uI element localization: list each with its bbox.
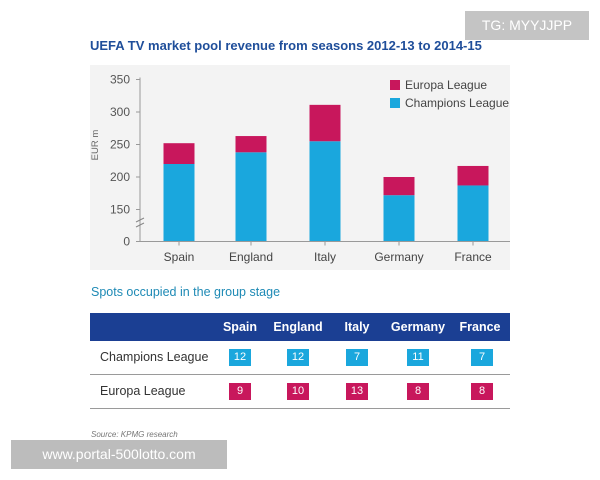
row-label: Europa League — [100, 384, 186, 398]
bar-europa-league — [235, 136, 267, 153]
x-tick-label: France — [454, 250, 492, 264]
spots-table-title: Spots occupied in the group stage — [91, 285, 281, 299]
chart-panel: 0 150 200 250 300 350 EUR m Spain England Italy Ge… — [90, 65, 510, 270]
spots-badge: 9 — [229, 383, 251, 400]
spots-badge: 7 — [471, 349, 493, 366]
spots-badge: 13 — [346, 383, 368, 400]
y-tick-label: 200 — [110, 170, 130, 184]
spots-badge: 11 — [407, 349, 429, 366]
spots-badge: 7 — [346, 349, 368, 366]
spots-badge: 12 — [287, 349, 309, 366]
spots-badge: 8 — [407, 383, 429, 400]
source-note: Source: KPMG research — [91, 430, 178, 439]
bar-champions-league — [235, 152, 267, 242]
bar-champions-league — [383, 195, 415, 242]
legend-swatch — [390, 80, 400, 90]
y-tick-label: 350 — [110, 73, 130, 87]
y-tick-label: 250 — [110, 138, 130, 152]
y-tick-label: 150 — [110, 203, 130, 217]
axis-break-mark — [135, 217, 145, 228]
legend-label: Champions League — [405, 96, 509, 110]
spots-table-header: Spain England Italy Germany France — [90, 313, 510, 341]
bar-europa-league — [383, 177, 415, 196]
legend-swatch — [390, 98, 400, 108]
column-header-spain: Spain — [222, 320, 258, 334]
table-row-champions-league: Champions League 12 12 7 11 7 — [90, 341, 510, 375]
bar-chart: 0 150 200 250 300 350 EUR m Spain England Italy Ge… — [90, 73, 510, 264]
spots-badge: 12 — [229, 349, 251, 366]
spots-badge: 8 — [471, 383, 493, 400]
legend-label: Europa League — [405, 78, 487, 92]
y-tick-label: 0 — [123, 235, 130, 249]
x-tick-label: Italy — [314, 250, 336, 264]
chart-title: UEFA TV market pool revenue from seasons… — [90, 38, 482, 53]
spots-badge: 10 — [287, 383, 309, 400]
x-tick-label: Germany — [374, 250, 423, 264]
y-tick-label: 300 — [110, 105, 130, 119]
x-tick-label: Spain — [164, 250, 195, 264]
x-tick-label: England — [229, 250, 273, 264]
bar-europa-league — [457, 165, 489, 186]
column-header-france: France — [459, 320, 501, 334]
url-watermark: www.portal-500lotto.com — [11, 440, 227, 469]
y-axis-title: EUR m — [90, 130, 101, 161]
column-header-italy: Italy — [344, 320, 370, 334]
column-header-england: England — [273, 320, 323, 334]
bar-champions-league — [457, 185, 489, 242]
bar-europa-league — [163, 143, 195, 164]
column-header-germany: Germany — [390, 320, 446, 334]
row-label: Champions League — [100, 350, 209, 364]
table-row-europa-league: Europa League 9 10 13 8 8 — [90, 375, 510, 409]
bar-champions-league — [309, 141, 341, 242]
bar-europa-league — [309, 104, 341, 142]
tg-watermark: TG: MYYJJPP — [465, 11, 589, 40]
bar-champions-league — [163, 164, 195, 242]
